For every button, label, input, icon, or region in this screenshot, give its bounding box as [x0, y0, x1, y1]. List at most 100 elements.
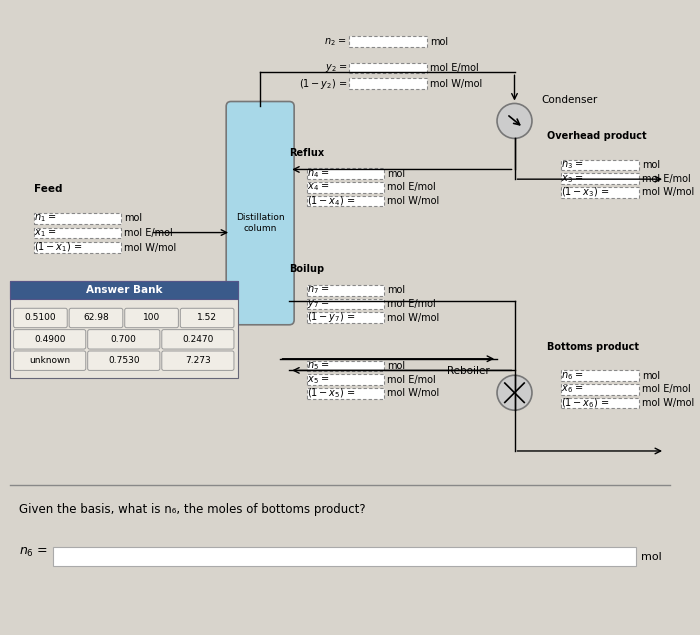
Text: mol: mol	[125, 213, 142, 224]
Text: Boilup: Boilup	[289, 264, 324, 274]
Text: mol: mol	[642, 371, 660, 381]
Text: mol W/mol: mol W/mol	[642, 398, 694, 408]
Text: Condenser: Condenser	[542, 95, 598, 105]
Text: 0.7530: 0.7530	[108, 356, 139, 365]
Text: mol E/mol: mol E/mol	[387, 299, 436, 309]
FancyBboxPatch shape	[13, 308, 67, 328]
Text: $(1-x_6)$ =: $(1-x_6)$ =	[561, 396, 610, 410]
Text: $n_5$ =: $n_5$ =	[307, 360, 330, 372]
Bar	[307, 168, 384, 179]
FancyBboxPatch shape	[69, 308, 122, 328]
Text: mol E/mol: mol E/mol	[642, 384, 690, 394]
Text: mol E/mol: mol E/mol	[125, 228, 173, 238]
Text: Feed: Feed	[34, 184, 62, 194]
Text: $n_6$ =: $n_6$ =	[561, 370, 584, 382]
Text: 0.4900: 0.4900	[34, 335, 65, 344]
Text: mol: mol	[387, 285, 405, 295]
Circle shape	[497, 375, 532, 410]
Bar	[307, 182, 384, 193]
FancyBboxPatch shape	[13, 330, 86, 349]
Text: mol: mol	[640, 552, 661, 562]
FancyBboxPatch shape	[88, 351, 160, 370]
Text: $n_1$ =: $n_1$ =	[34, 213, 57, 224]
Text: $n_2$ =: $n_2$ =	[325, 36, 347, 48]
Text: $(1-x_4)$ =: $(1-x_4)$ =	[307, 194, 355, 208]
Bar	[561, 370, 639, 381]
Text: $x_3$ =: $x_3$ =	[561, 173, 584, 185]
Text: $n_4$ =: $n_4$ =	[307, 168, 330, 180]
Text: Reboiler: Reboiler	[447, 366, 489, 377]
Bar	[10, 281, 238, 378]
Text: mol W/mol: mol W/mol	[642, 187, 694, 197]
Text: 7.273: 7.273	[185, 356, 211, 365]
Text: $(1-x_1)$ =: $(1-x_1)$ =	[34, 241, 83, 255]
Text: mol E/mol: mol E/mol	[642, 174, 690, 184]
Text: $x_6$ =: $x_6$ =	[561, 384, 584, 395]
Text: mol: mol	[387, 169, 405, 179]
Bar	[561, 173, 639, 184]
Bar	[53, 547, 636, 566]
Circle shape	[497, 104, 532, 138]
Bar	[561, 187, 639, 197]
Text: $n_6$ =: $n_6$ =	[20, 546, 48, 559]
Text: unknown: unknown	[29, 356, 70, 365]
FancyBboxPatch shape	[226, 102, 294, 324]
FancyBboxPatch shape	[125, 308, 178, 328]
Bar	[349, 63, 427, 74]
Bar	[34, 243, 121, 253]
Bar	[307, 312, 384, 323]
Text: $x_5$ =: $x_5$ =	[307, 374, 330, 385]
Text: Bottoms product: Bottoms product	[547, 342, 638, 352]
Text: 0.5100: 0.5100	[25, 314, 56, 323]
Bar	[307, 374, 384, 385]
FancyBboxPatch shape	[181, 308, 234, 328]
Text: Given the basis, what is n₆, the moles of bottoms product?: Given the basis, what is n₆, the moles o…	[20, 503, 366, 516]
Text: Overhead product: Overhead product	[547, 131, 646, 142]
Text: mol E/mol: mol E/mol	[387, 182, 436, 192]
Text: $(1-y_7)$ =: $(1-y_7)$ =	[307, 311, 355, 324]
Text: $x_4$ =: $x_4$ =	[307, 182, 330, 193]
Text: 62.98: 62.98	[83, 314, 109, 323]
Text: $(1-x_5)$ =: $(1-x_5)$ =	[307, 387, 355, 400]
Text: 0.700: 0.700	[111, 335, 136, 344]
Text: mol: mol	[430, 37, 448, 47]
Bar	[307, 285, 384, 296]
Text: mol W/mol: mol W/mol	[125, 243, 176, 253]
Text: mol: mol	[387, 361, 405, 371]
Text: $n_7$ =: $n_7$ =	[307, 284, 330, 296]
Bar	[307, 361, 384, 371]
FancyBboxPatch shape	[88, 330, 160, 349]
Text: $(1-y_2)$ =: $(1-y_2)$ =	[299, 77, 347, 91]
Bar	[561, 384, 639, 395]
Bar	[307, 298, 384, 309]
Text: mol E/mol: mol E/mol	[430, 63, 479, 73]
Bar	[349, 78, 427, 89]
Text: $y_7$ =: $y_7$ =	[307, 298, 330, 310]
Text: $n_3$ =: $n_3$ =	[561, 159, 584, 171]
Bar	[307, 388, 384, 399]
Text: Reflux: Reflux	[289, 148, 324, 158]
Text: 0.2470: 0.2470	[182, 335, 214, 344]
Text: Distillation
column: Distillation column	[236, 213, 284, 232]
Bar	[561, 398, 639, 408]
FancyBboxPatch shape	[13, 351, 86, 370]
Text: mol E/mol: mol E/mol	[387, 375, 436, 385]
Text: $y_2$ =: $y_2$ =	[325, 62, 347, 74]
Bar	[561, 160, 639, 170]
Text: $(1-x_3)$ =: $(1-x_3)$ =	[561, 185, 610, 199]
Text: mol W/mol: mol W/mol	[387, 388, 440, 398]
Bar	[307, 196, 384, 206]
Text: $x_1$ =: $x_1$ =	[34, 227, 57, 239]
Bar	[349, 36, 427, 47]
Text: mol W/mol: mol W/mol	[430, 79, 482, 88]
Bar	[10, 281, 238, 298]
Text: 100: 100	[143, 314, 160, 323]
Text: Answer Bank: Answer Bank	[85, 285, 162, 295]
Text: mol: mol	[642, 160, 660, 170]
Text: mol W/mol: mol W/mol	[387, 196, 440, 206]
Text: 1.52: 1.52	[197, 314, 217, 323]
Bar	[34, 213, 121, 224]
FancyBboxPatch shape	[162, 330, 234, 349]
Bar	[34, 228, 121, 238]
Text: mol W/mol: mol W/mol	[387, 312, 440, 323]
